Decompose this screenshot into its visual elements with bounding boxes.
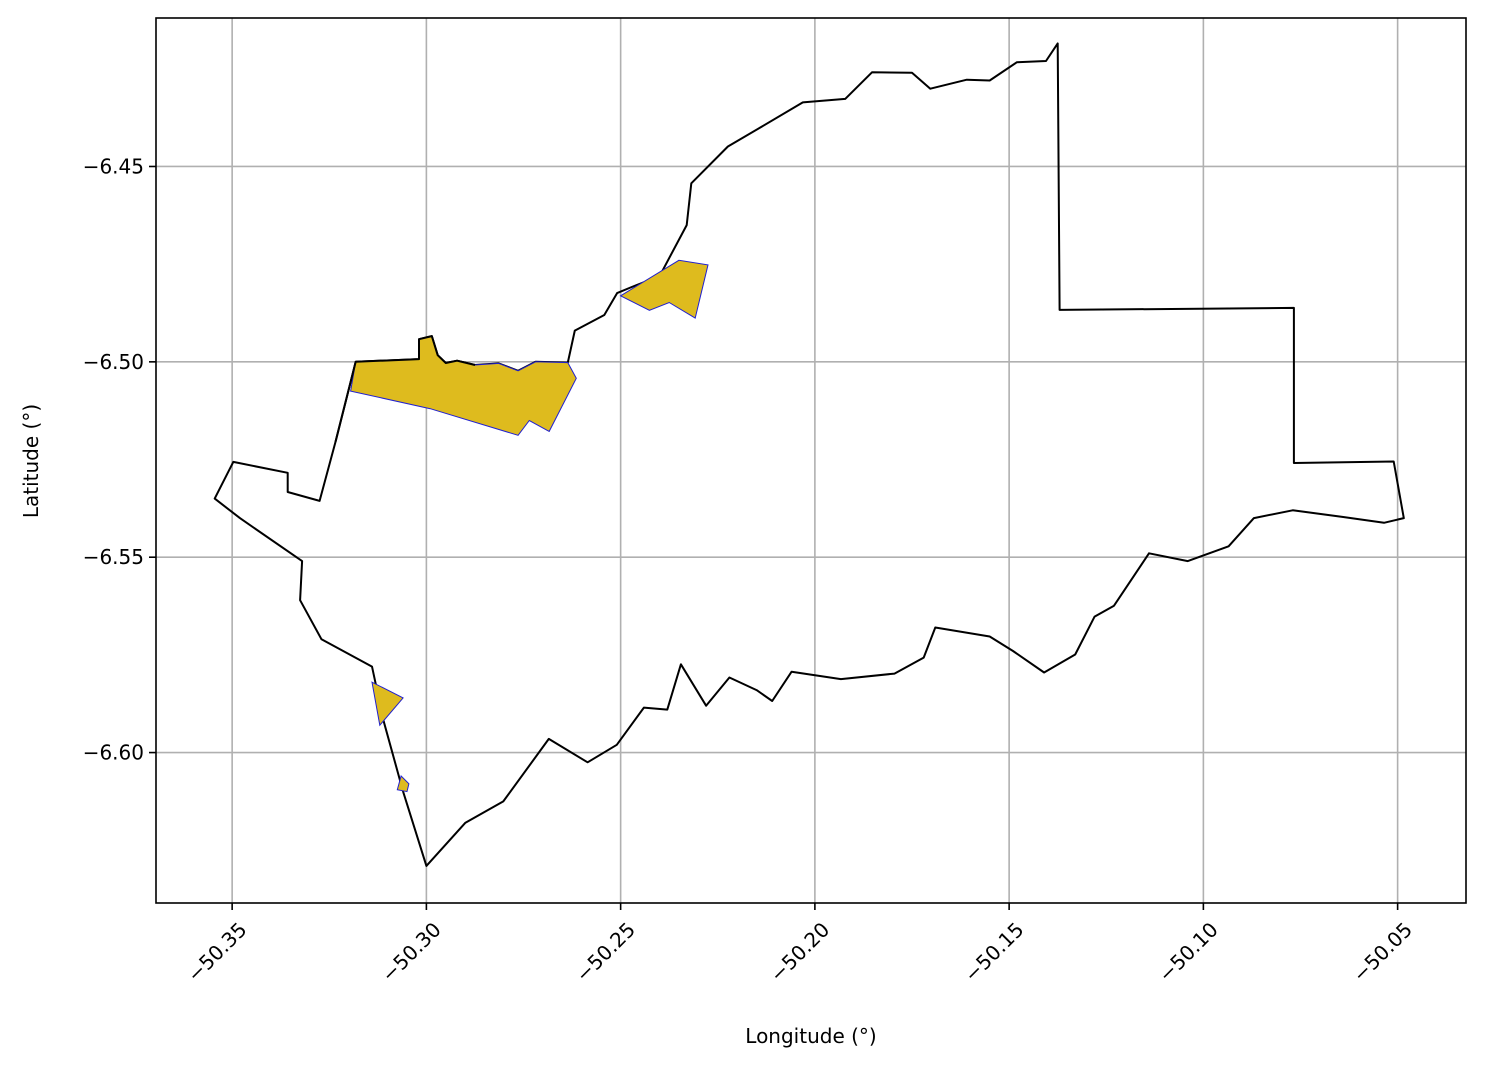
plot-frame: [155, 17, 1467, 904]
y-tick-label: −6.55: [83, 545, 144, 569]
highlight-area-2: [619, 259, 709, 319]
highlight-area-3: [371, 681, 404, 727]
highlight-area-4: [396, 775, 410, 793]
gridlines: [156, 18, 1466, 903]
map-shapes: [213, 42, 1405, 867]
boundary-edge-overlay: [334, 335, 476, 443]
y-axis-title: Latitude (°): [19, 404, 43, 518]
y-tick-label: −6.60: [83, 741, 144, 765]
y-tick-label: −6.50: [83, 350, 144, 374]
y-tick-label: −6.45: [83, 154, 144, 178]
x-axis-title: Longitude (°): [745, 1024, 876, 1048]
